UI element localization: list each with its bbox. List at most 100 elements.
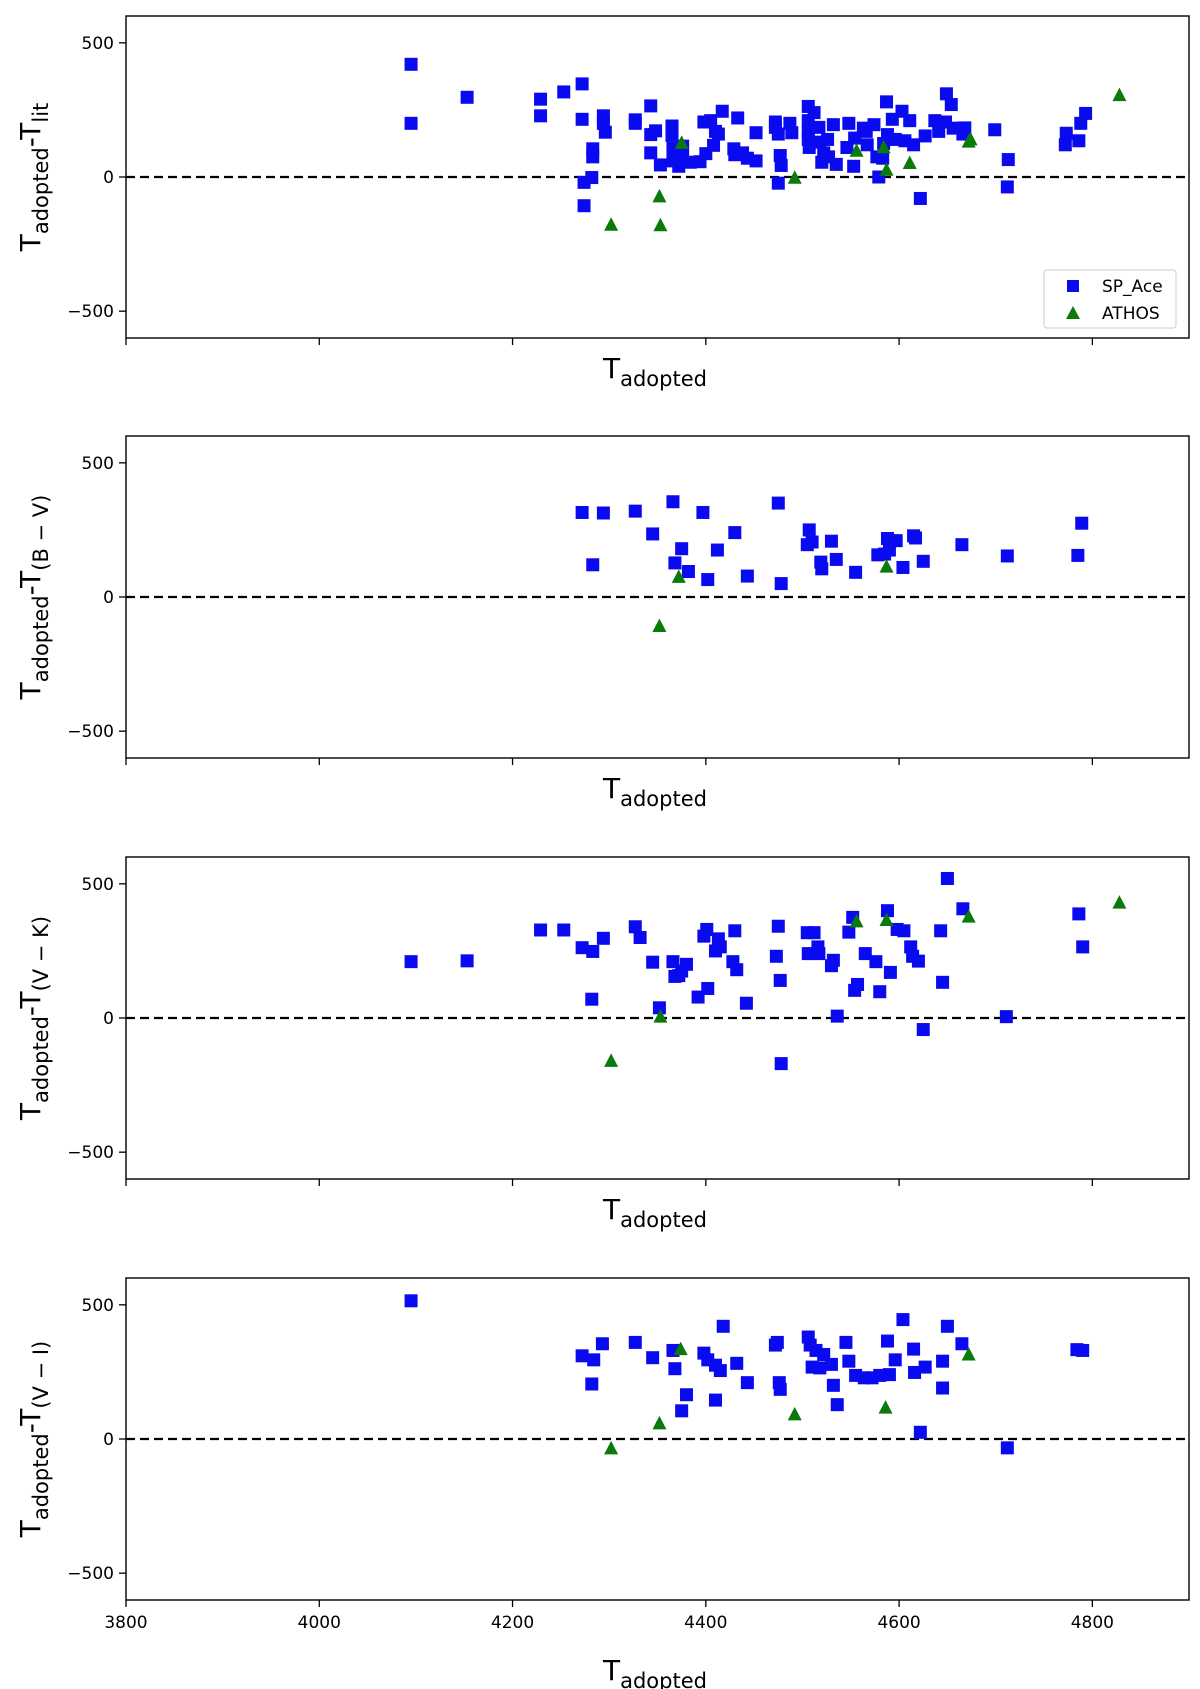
y-tick-label: 500 <box>82 875 114 895</box>
y-axis-label-sub2: lit <box>29 103 53 123</box>
x-axis-label-sub: adopted <box>620 1669 707 1689</box>
data-point-sp-ace <box>773 1382 787 1396</box>
series-athos <box>604 87 1127 232</box>
data-point-sp-ace <box>534 109 548 123</box>
data-point-athos <box>787 170 802 184</box>
y-tick-label: 0 <box>103 588 114 608</box>
data-point-sp-ace <box>842 925 856 939</box>
data-point-sp-ace <box>842 1354 856 1368</box>
legend-label-sp-ace: SP_Ace <box>1102 277 1163 297</box>
data-point-sp-ace <box>1001 153 1015 167</box>
data-point-sp-ace <box>869 955 883 969</box>
data-point-sp-ace <box>596 931 610 945</box>
legend-label-athos: ATHOS <box>1102 304 1160 324</box>
data-point-sp-ace <box>936 975 950 989</box>
data-point-athos <box>653 217 668 232</box>
data-point-sp-ace <box>1000 180 1014 194</box>
data-point-sp-ace <box>653 158 667 172</box>
panels: −5000500TadoptedTadopted-TlitSP_AceATHOS… <box>14 15 1190 1689</box>
data-point-sp-ace <box>1072 134 1086 148</box>
x-tick-label: 4400 <box>684 1613 727 1633</box>
data-point-sp-ace <box>730 1356 744 1370</box>
series-sp-ace <box>404 1294 1090 1455</box>
data-point-sp-ace <box>644 99 658 113</box>
data-point-sp-ace <box>907 138 921 152</box>
data-point-sp-ace <box>586 142 600 156</box>
data-point-sp-ace <box>821 132 835 146</box>
data-point-sp-ace <box>1079 106 1093 120</box>
data-point-athos <box>876 139 891 154</box>
data-point-sp-ace <box>749 154 763 168</box>
data-point-sp-ace <box>771 127 785 141</box>
data-point-sp-ace <box>728 526 742 540</box>
data-point-sp-ace <box>534 92 548 106</box>
data-point-sp-ace <box>404 955 418 969</box>
data-point-sp-ace <box>1072 907 1086 921</box>
data-point-sp-ace <box>404 57 418 71</box>
x-axis-label-main: T <box>602 1654 621 1687</box>
x-axis-label: Tadopted <box>602 352 707 391</box>
data-point-athos <box>879 162 894 176</box>
y-axis-label: Tadopted-T(B − V) <box>14 495 53 701</box>
data-point-athos <box>671 569 686 583</box>
y-tick-label: 0 <box>103 1009 114 1029</box>
data-point-sp-ace <box>586 558 600 572</box>
x-tick-label: 4000 <box>298 1613 341 1633</box>
y-tick-label: 0 <box>103 1430 114 1450</box>
y-axis-label-main: T <box>14 1519 47 1538</box>
data-point-sp-ace <box>849 565 863 579</box>
data-point-sp-ace <box>771 496 785 510</box>
data-point-sp-ace <box>628 116 642 130</box>
data-point-athos <box>879 559 894 573</box>
data-point-sp-ace <box>773 973 787 987</box>
y-axis-label-main: T <box>14 233 47 252</box>
x-axis-label: Tadopted <box>602 1193 707 1232</box>
data-point-sp-ace <box>826 1378 840 1392</box>
y-tick-label: −500 <box>67 722 114 742</box>
data-point-sp-ace <box>817 1347 831 1361</box>
data-point-sp-ace <box>812 120 826 134</box>
data-point-sp-ace <box>404 1294 418 1308</box>
data-point-sp-ace <box>824 1357 838 1371</box>
data-point-sp-ace <box>731 111 745 125</box>
data-point-sp-ace <box>587 1353 601 1367</box>
x-axis-label-main: T <box>602 352 621 385</box>
data-point-sp-ace <box>774 158 788 172</box>
y-axis-label-sub2: (V − K) <box>29 916 53 991</box>
data-point-sp-ace <box>575 112 589 126</box>
data-point-sp-ace <box>1058 138 1072 152</box>
data-point-athos <box>604 217 619 231</box>
data-point-sp-ace <box>701 573 715 587</box>
data-point-sp-ace <box>829 157 843 171</box>
data-point-sp-ace <box>826 118 840 132</box>
legend-marker-athos <box>1066 306 1080 319</box>
data-point-sp-ace <box>897 924 911 938</box>
data-point-sp-ace <box>460 954 474 968</box>
data-point-sp-ace <box>802 140 816 154</box>
data-point-sp-ace <box>596 506 610 520</box>
x-axis-label: Tadopted <box>602 1654 707 1689</box>
data-point-sp-ace <box>628 504 642 518</box>
data-point-sp-ace <box>652 1001 666 1015</box>
data-point-sp-ace <box>858 947 872 961</box>
data-point-sp-ace <box>955 538 969 552</box>
y-axis-label-separator: -T <box>14 991 47 1017</box>
y-axis-label-sub: adopted <box>29 1433 53 1520</box>
data-point-sp-ace <box>918 1360 932 1374</box>
x-axis-label-sub: adopted <box>620 787 707 811</box>
data-point-sp-ace <box>681 565 695 579</box>
data-point-sp-ace <box>830 1009 844 1023</box>
data-point-sp-ace <box>911 954 925 968</box>
data-point-sp-ace <box>739 996 753 1010</box>
y-axis-label-separator: -T <box>14 122 47 148</box>
data-point-sp-ace <box>701 981 715 995</box>
data-point-sp-ace <box>936 1381 950 1395</box>
data-point-sp-ace <box>867 118 881 132</box>
data-point-sp-ace <box>813 1361 827 1375</box>
data-point-sp-ace <box>805 535 819 549</box>
data-point-sp-ace <box>888 1353 902 1367</box>
data-point-sp-ace <box>848 131 862 145</box>
data-point-sp-ace <box>908 1365 922 1379</box>
data-point-sp-ace <box>713 1364 727 1378</box>
